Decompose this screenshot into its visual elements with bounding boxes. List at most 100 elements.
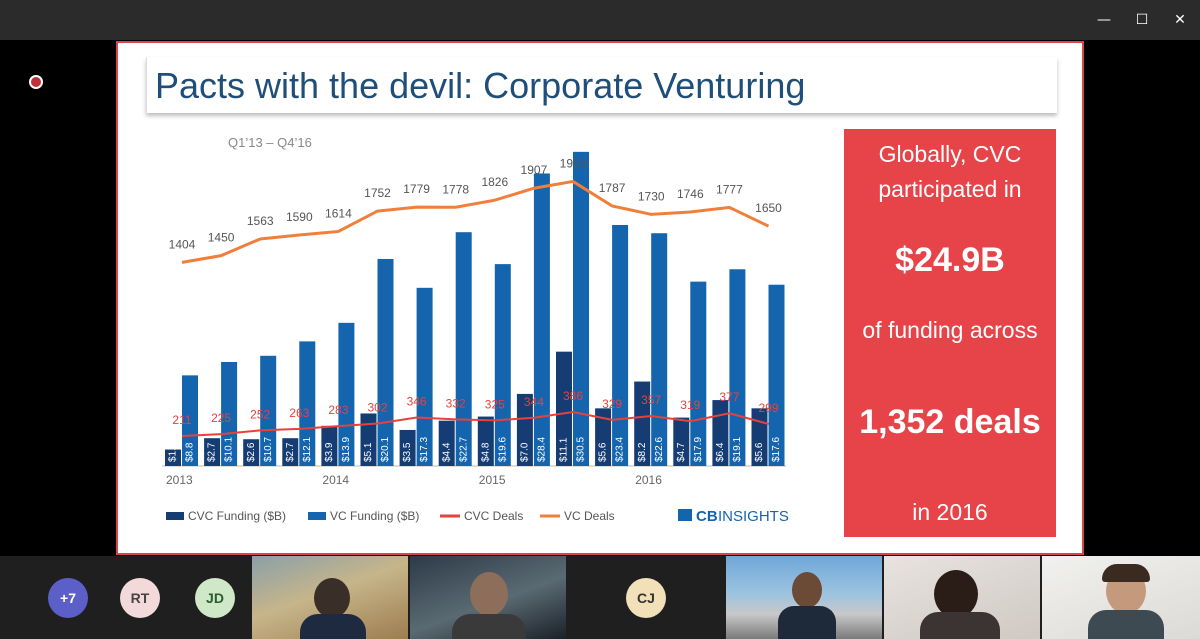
cvc-deals-label: 263	[289, 406, 309, 420]
vc-funding-bar	[573, 151, 589, 466]
participant-figure	[452, 614, 526, 639]
cvc-funding-label: $2.7	[285, 442, 296, 462]
participants-strip: +7 RT JD CJ	[0, 556, 1200, 639]
vc-funding-label: $30.5	[576, 437, 587, 462]
cvc-funding-label: $3.9	[324, 442, 335, 462]
vc-funding-bar	[612, 224, 629, 466]
slide-title-box: Pacts with the devil: Corporate Venturin…	[146, 57, 1057, 113]
vc-funding-label: $22.7	[458, 437, 469, 462]
callout-box: Globally, CVC participated in $24.9B of …	[844, 129, 1056, 537]
callout-amount: $24.9B	[895, 241, 1005, 279]
legend-vc-funding-label: VC Funding ($B)	[330, 509, 419, 523]
video-tile[interactable]	[1042, 556, 1200, 639]
vc-funding-label: $23.4	[615, 437, 626, 462]
cvc-deals-label: 302	[367, 401, 387, 415]
participant-figure	[1088, 610, 1164, 639]
cvc-funding-label: $2.7	[207, 442, 218, 462]
vc-deals-label: 1953	[560, 156, 587, 170]
video-tile[interactable]	[884, 556, 1040, 639]
vc-deals-label: 1778	[442, 182, 469, 196]
participant-figure	[470, 572, 508, 616]
vc-deals-line	[181, 179, 770, 264]
vc-funding-label: $28.4	[537, 437, 548, 462]
funding-chart: Q1’13 – Q4’16 $1.6 $8.8 $2.7 $10.1 $2.6 $10.7 $…	[162, 135, 789, 525]
cvc-funding-bar	[477, 416, 494, 466]
participant-figure	[1102, 564, 1150, 582]
vc-funding-bar	[533, 173, 550, 467]
cvc-funding-bar	[634, 381, 651, 466]
cvc-deals-label: 332	[446, 396, 466, 410]
vc-funding-label: $13.9	[341, 437, 352, 462]
cvc-funding-bar	[282, 438, 299, 466]
video-tile[interactable]	[252, 556, 408, 639]
cvc-funding-bar	[595, 408, 612, 466]
vc-funding-label: $10.1	[224, 437, 235, 462]
cvc-deals-line	[181, 410, 769, 437]
window-title-bar: — ☐ ✕	[0, 0, 1200, 40]
cvc-funding-bar	[438, 420, 455, 466]
vc-deals-label: 1650	[755, 201, 782, 215]
cvc-deals-label: 357	[641, 393, 661, 407]
maximize-icon[interactable]: ☐	[1135, 12, 1149, 28]
cvc-funding-label: $8.2	[637, 442, 648, 462]
vc-funding-label: $10.7	[263, 437, 274, 462]
avatar[interactable]: CJ	[626, 578, 666, 618]
vc-funding-bar	[182, 375, 198, 466]
cvc-funding-bar	[321, 425, 338, 466]
slide-title: Pacts with the devil: Corporate Venturin…	[155, 65, 806, 106]
cvc-funding-bar	[673, 417, 690, 466]
cvc-deals-label: 386	[563, 389, 583, 403]
cvc-funding-label: $5.1	[363, 442, 374, 462]
vc-deals-label: 1614	[325, 206, 352, 220]
cvc-deals-label: 283	[328, 403, 348, 417]
shared-slide: Pacts with the devil: Corporate Venturin…	[116, 41, 1084, 555]
video-tile[interactable]	[726, 556, 882, 639]
vc-funding-bar	[651, 233, 668, 466]
year-label: 2016	[635, 473, 662, 487]
cvc-funding-label: $6.4	[715, 442, 726, 462]
vc-deals-label: 1450	[208, 231, 235, 245]
close-icon[interactable]: ✕	[1174, 12, 1186, 28]
cvc-deals-label: 377	[719, 390, 739, 404]
recording-indicator-icon	[29, 75, 43, 89]
legend-cvc-deals-label: CVC Deals	[464, 509, 523, 523]
avatar[interactable]: RT	[120, 578, 160, 618]
vc-funding-bar	[260, 355, 277, 466]
cb-insights-logo-icon	[678, 509, 692, 521]
participant-figure	[920, 612, 1000, 639]
participant-figure	[778, 606, 836, 639]
cvc-funding-label: $2.6	[246, 442, 257, 462]
year-label: 2015	[479, 473, 506, 487]
more-participants-button[interactable]: +7	[48, 578, 88, 618]
callout-intro: Globally, CVC participated in	[844, 137, 1056, 207]
cvc-funding-label: $4.7	[676, 442, 687, 462]
cvc-deals-label: 319	[680, 398, 700, 412]
vc-funding-bar	[377, 258, 394, 466]
vc-funding-label: $20.1	[380, 437, 391, 462]
cvc-deals-label: 252	[250, 407, 270, 421]
avatar[interactable]: JD	[195, 578, 235, 618]
cvc-funding-label: $5.6	[754, 442, 765, 462]
vc-funding-label: $19.6	[497, 437, 508, 462]
participant-figure	[934, 570, 978, 618]
vc-funding-bar	[221, 361, 238, 466]
vc-funding-bar	[768, 284, 785, 466]
video-tile[interactable]	[410, 556, 566, 639]
cvc-funding-label: $11.1	[559, 437, 570, 462]
legend-vc-deals-label: VC Deals	[564, 509, 615, 523]
vc-funding-bar	[299, 341, 316, 466]
cvc-funding-label: $3.5	[402, 442, 413, 462]
cvc-deals-label: 344	[524, 395, 544, 409]
cvc-funding-label: $4.8	[480, 442, 491, 462]
vc-funding-bar	[338, 322, 355, 466]
cvc-deals-label: 225	[211, 411, 231, 425]
vc-funding-bar	[416, 287, 433, 466]
cvc-funding-bar	[243, 439, 260, 466]
callout-line-2: participated in	[878, 176, 1022, 202]
vc-deals-label: 1752	[364, 186, 391, 200]
cvc-funding-bar	[556, 351, 572, 466]
vc-deals-label: 1779	[403, 182, 430, 196]
callout-line-1: Globally, CVC	[878, 141, 1022, 167]
cvc-funding-bar	[204, 438, 221, 466]
minimize-icon[interactable]: —	[1097, 12, 1111, 28]
